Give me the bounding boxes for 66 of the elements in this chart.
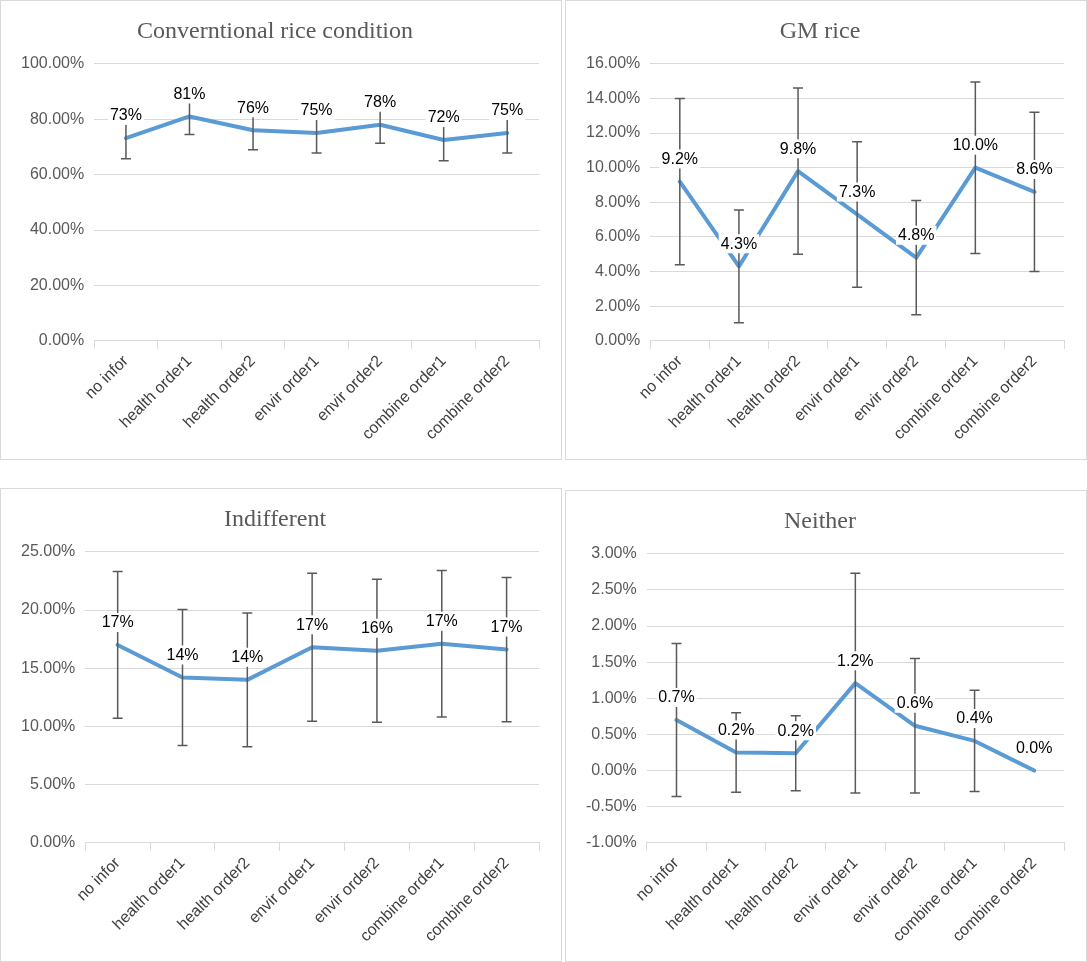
data-label: 72% [427, 108, 460, 126]
y-tick-label: 1.50% [591, 652, 637, 670]
data-label: 0.4% [956, 709, 993, 727]
y-tick-label: -1.00% [585, 833, 637, 851]
data-label: 0.2% [777, 721, 814, 739]
y-tick-label: 3.00% [591, 544, 637, 562]
data-label: 81% [173, 84, 206, 102]
y-tick-label: 4.00% [594, 261, 641, 279]
y-tick-label: 12.00% [586, 123, 641, 141]
data-label: 75% [300, 101, 333, 119]
y-tick-label: 2.50% [591, 580, 637, 598]
data-label: 4.8% [898, 226, 935, 244]
y-tick-label: 15.00% [21, 658, 76, 676]
y-tick-label: 0.00% [38, 331, 85, 349]
data-label: 9.8% [779, 139, 817, 157]
y-tick-label: 5.00% [29, 775, 76, 793]
y-tick-label: 0.00% [594, 331, 641, 349]
data-label: 73% [109, 106, 142, 124]
chart-title: Converntional rice condition [137, 16, 413, 43]
data-label: 0.7% [658, 688, 695, 706]
y-tick-label: 10.00% [586, 158, 641, 176]
data-label: 0.0% [1015, 738, 1053, 756]
chart-title: GM rice [779, 16, 861, 43]
y-tick-label: 100.00% [20, 54, 85, 72]
y-tick-label: 0.00% [29, 833, 76, 851]
y-tick-label: 0.00% [591, 760, 637, 778]
data-label: 0.2% [717, 720, 755, 738]
data-label: 1.2% [837, 651, 874, 669]
y-tick-label: 0.50% [591, 724, 637, 742]
data-label: 14% [166, 645, 199, 663]
data-label: 8.6% [1016, 160, 1053, 178]
data-label: 0.6% [896, 694, 934, 712]
data-label: 17% [490, 617, 523, 635]
x-tick-label: no infor [73, 853, 124, 904]
y-tick-label: 2.00% [594, 296, 641, 314]
data-label: 17% [425, 612, 458, 630]
x-tick-label: no infor [635, 351, 686, 402]
y-tick-label: 10.00% [21, 716, 76, 734]
chart-title: Indifferent [223, 504, 327, 531]
data-label: 78% [364, 93, 397, 111]
data-label: 10.0% [952, 136, 999, 154]
y-tick-label: 8.00% [594, 192, 641, 210]
x-tick-label: no infor [631, 853, 683, 904]
y-tick-label: 25.00% [21, 542, 76, 560]
y-tick-label: 16.00% [586, 54, 641, 72]
y-tick-label: 80.00% [29, 109, 85, 127]
chart-title: Neither [784, 506, 856, 533]
y-tick-label: -0.50% [585, 797, 637, 815]
data-label: 14% [231, 648, 264, 666]
y-tick-label: 2.00% [591, 616, 637, 634]
y-tick-label: 1.00% [591, 688, 637, 706]
y-tick-label: 20.00% [29, 275, 85, 293]
y-tick-label: 6.00% [594, 227, 641, 245]
data-label: 4.3% [720, 234, 758, 252]
data-label: 16% [360, 619, 393, 637]
y-tick-label: 40.00% [29, 220, 85, 238]
data-label: 17% [101, 613, 134, 631]
data-label: 7.3% [838, 182, 876, 200]
y-tick-label: 20.00% [21, 600, 76, 618]
data-label: 17% [296, 615, 329, 633]
y-tick-label: 14.00% [586, 88, 641, 106]
y-tick-label: 60.00% [29, 165, 85, 183]
data-label: 9.2% [661, 149, 699, 167]
x-tick-label: no infor [81, 351, 132, 402]
data-label: 76% [237, 98, 270, 116]
data-label: 75% [491, 101, 524, 119]
